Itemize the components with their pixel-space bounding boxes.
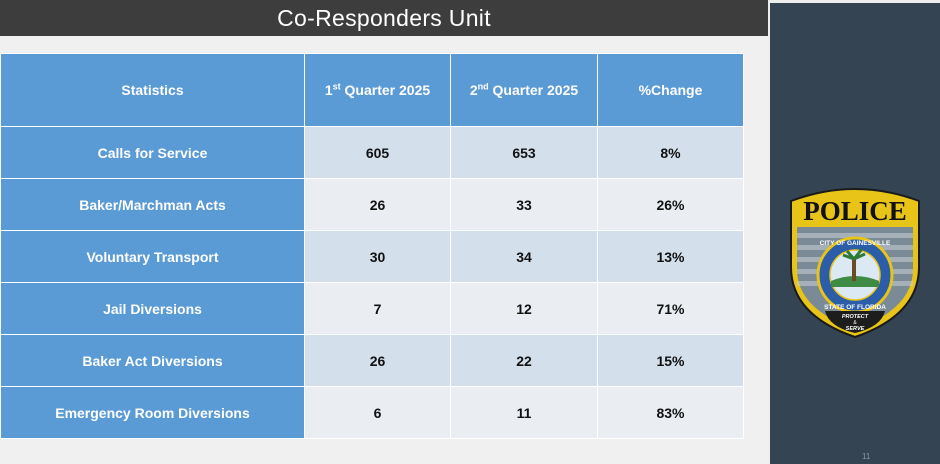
cell-change: 83% xyxy=(598,387,743,438)
badge-motto-3: SERVE xyxy=(846,326,865,332)
table-row: Jail Diversions 7 12 71% xyxy=(1,283,743,334)
cell-q2: 11 xyxy=(451,387,597,438)
cell-q2: 653 xyxy=(451,127,597,178)
row-label: Jail Diversions xyxy=(1,283,304,334)
cell-change: 71% xyxy=(598,283,743,334)
row-label: Baker/Marchman Acts xyxy=(1,179,304,230)
badge-ring-text-bottom: STATE OF FLORIDA xyxy=(824,304,886,311)
header-statistics: Statistics xyxy=(1,54,304,126)
cell-q2: 34 xyxy=(451,231,597,282)
cell-q1: 26 xyxy=(305,179,450,230)
police-badge-icon: POLICE CITY OF GAINESVILLE STATE OF FLOR… xyxy=(790,188,920,339)
table-row: Baker/Marchman Acts 26 33 26% xyxy=(1,179,743,230)
table-row: Calls for Service 605 653 8% xyxy=(1,127,743,178)
header-q1-2025: 1st Quarter 2025 xyxy=(305,54,450,126)
header-percent-change: %Change xyxy=(598,54,743,126)
row-label: Baker Act Diversions xyxy=(1,335,304,386)
row-label: Calls for Service xyxy=(1,127,304,178)
cell-q1: 6 xyxy=(305,387,450,438)
cell-q1: 7 xyxy=(305,283,450,334)
row-label: Emergency Room Diversions xyxy=(1,387,304,438)
cell-change: 8% xyxy=(598,127,743,178)
badge-top-text: POLICE xyxy=(803,196,907,226)
cell-q2: 22 xyxy=(451,335,597,386)
slide-title-bar: Co-Responders Unit xyxy=(0,0,768,36)
row-label: Voluntary Transport xyxy=(1,231,304,282)
cell-q2: 33 xyxy=(451,179,597,230)
cell-change: 13% xyxy=(598,231,743,282)
badge-ring-text-top: CITY OF GAINESVILLE xyxy=(820,240,891,247)
cell-change: 26% xyxy=(598,179,743,230)
badge-motto-1: PROTECT xyxy=(842,314,869,320)
cell-change: 15% xyxy=(598,335,743,386)
table-row: Baker Act Diversions 26 22 15% xyxy=(1,335,743,386)
cell-q1: 26 xyxy=(305,335,450,386)
cell-q2: 12 xyxy=(451,283,597,334)
statistics-table: Statistics 1st Quarter 2025 2nd Quarter … xyxy=(0,53,744,439)
cell-q1: 30 xyxy=(305,231,450,282)
cell-q1: 605 xyxy=(305,127,450,178)
badge-motto-2: & xyxy=(853,320,857,326)
header-q2-2025: 2nd Quarter 2025 xyxy=(451,54,597,126)
page-number: 11 xyxy=(862,452,871,461)
slide-title: Co-Responders Unit xyxy=(277,4,491,31)
table-header-row: Statistics 1st Quarter 2025 2nd Quarter … xyxy=(1,54,743,126)
table-row: Emergency Room Diversions 6 11 83% xyxy=(1,387,743,438)
table-row: Voluntary Transport 30 34 13% xyxy=(1,231,743,282)
